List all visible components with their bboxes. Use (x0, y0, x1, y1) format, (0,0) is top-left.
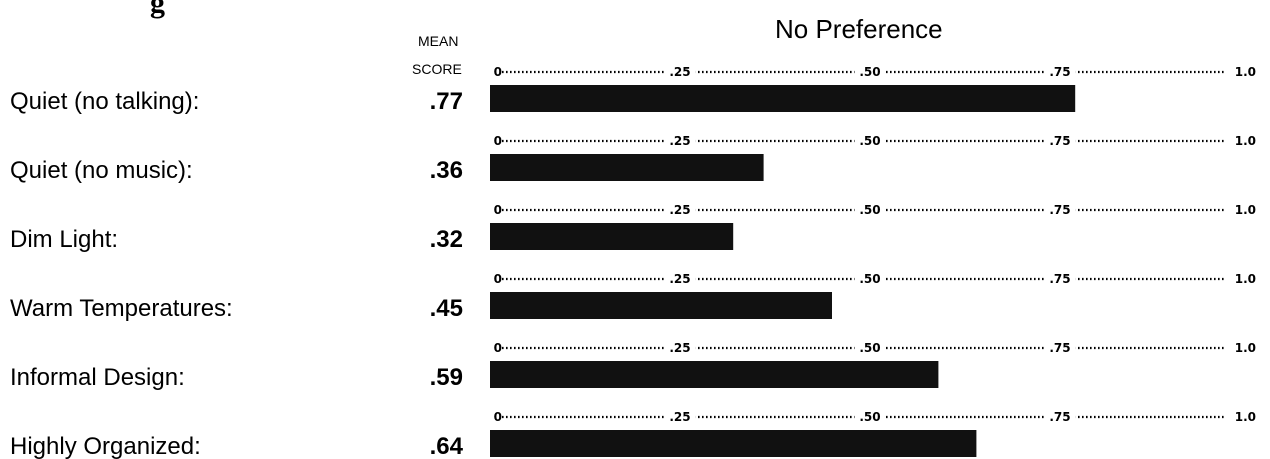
category-label: Quiet (no talking): (10, 88, 199, 115)
bar (490, 223, 734, 250)
tick-label-background (1044, 132, 1076, 146)
tick-label-background (854, 201, 886, 215)
bar (490, 154, 764, 181)
tick-label-background (664, 63, 696, 77)
tick-label-background (664, 201, 696, 215)
scale-tick-label: .50 (859, 203, 880, 217)
tick-label-background (854, 132, 886, 146)
scale-tick-label: 1.0 (1235, 272, 1256, 286)
tick-label-background (1044, 201, 1076, 215)
partial-title: g (150, 0, 165, 19)
tick-label-background (1044, 270, 1076, 284)
scale-tick-label: 1.0 (1235, 134, 1256, 148)
score-header: SCORE (412, 61, 462, 77)
tick-label-background (664, 408, 696, 422)
scale-tick-label: .75 (1049, 341, 1070, 355)
tick-label-background (1225, 201, 1256, 215)
tick-label-background (489, 339, 502, 353)
category-label: Highly Organized: (10, 433, 201, 459)
tick-label-background (489, 270, 502, 284)
mean-score-label: .77 (430, 88, 463, 115)
scale-tick-label: 0 (494, 341, 502, 355)
scale-tick-label: 1.0 (1235, 341, 1256, 355)
bar (490, 430, 977, 457)
mean-header: MEAN (418, 33, 459, 49)
tick-label-background (854, 270, 886, 284)
mean-score-label: .45 (430, 295, 463, 322)
scale-tick-label: 1.0 (1235, 410, 1256, 424)
tick-label-background (664, 339, 696, 353)
tick-label-background (854, 408, 886, 422)
tick-label-background (854, 339, 886, 353)
tick-label-background (1225, 339, 1256, 353)
scale-tick-label: .50 (859, 341, 880, 355)
scale-tick-label: .25 (669, 272, 690, 286)
mean-score-label: .59 (430, 364, 463, 391)
scale-tick-label: .75 (1049, 65, 1070, 79)
mean-score-label: .36 (430, 157, 463, 184)
tick-label-background (1044, 408, 1076, 422)
mean-score-label: .64 (430, 433, 464, 459)
scale-tick-label: .50 (859, 272, 880, 286)
tick-label-background (664, 132, 696, 146)
scale-tick-label: .25 (669, 341, 690, 355)
mean-score-label: .32 (430, 226, 463, 253)
category-label: Dim Light: (10, 226, 118, 253)
scale-tick-label: .50 (859, 410, 880, 424)
scale-tick-label: .75 (1049, 410, 1070, 424)
no-preference-header: No Preference (775, 14, 943, 44)
bar (490, 85, 1076, 112)
tick-label-background (1225, 132, 1256, 146)
scale-tick-label: 0 (494, 203, 502, 217)
scale-tick-label: .75 (1049, 272, 1070, 286)
bar (490, 361, 939, 388)
scale-tick-label: .50 (859, 134, 880, 148)
scale-tick-label: .25 (669, 410, 690, 424)
scale-tick-label: 0 (494, 410, 502, 424)
scale-tick-label: .75 (1049, 134, 1070, 148)
scale-tick-label: 1.0 (1235, 203, 1256, 217)
scale-tick-label: 1.0 (1235, 65, 1256, 79)
scale-tick-label: .75 (1049, 203, 1070, 217)
scale-tick-label: .25 (669, 65, 690, 79)
scale-tick-label: .25 (669, 134, 690, 148)
category-label: Informal Design: (10, 364, 185, 391)
tick-label-background (489, 408, 502, 422)
tick-label-background (489, 201, 502, 215)
tick-label-background (1225, 63, 1256, 77)
tick-label-background (1044, 339, 1076, 353)
scale-tick-label: .25 (669, 203, 690, 217)
scale-tick-label: 0 (494, 65, 502, 79)
tick-label-background (1225, 408, 1256, 422)
scale-tick-label: .50 (859, 65, 880, 79)
tick-label-background (1044, 63, 1076, 77)
category-label: Warm Temperatures: (10, 295, 233, 322)
tick-label-background (489, 63, 502, 77)
category-label: Quiet (no music): (10, 157, 193, 184)
scale-tick-label: 0 (494, 272, 502, 286)
tick-label-background (489, 132, 502, 146)
bar (490, 292, 832, 319)
scale-tick-label: 0 (494, 134, 502, 148)
tick-label-background (664, 270, 696, 284)
tick-label-background (1225, 270, 1256, 284)
tick-label-background (854, 63, 886, 77)
